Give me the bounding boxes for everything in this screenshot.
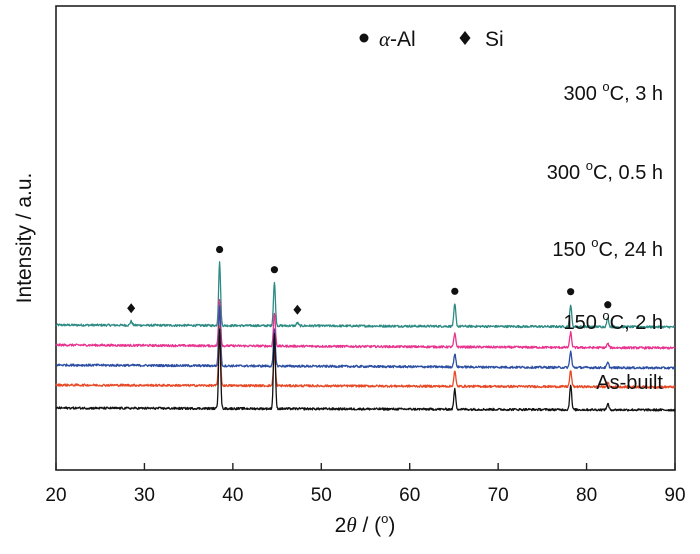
alpha-al-peak-marker [604, 301, 612, 309]
series-layer [55, 261, 676, 412]
x-tick-label: 30 [134, 485, 155, 506]
x-tick-label: 20 [45, 485, 66, 506]
series-line-4 [55, 328, 676, 412]
series-line-0 [55, 261, 676, 329]
series-line-2 [55, 305, 676, 370]
y-axis-title: Intensity / a.u. [13, 173, 36, 304]
x-axis-title: 2θ / (o) [335, 511, 396, 537]
x-tick-label: 60 [399, 485, 420, 506]
x-tick-label: 90 [664, 485, 685, 506]
legend-diamond-marker [459, 31, 471, 45]
legend-si-label: Si [485, 28, 504, 51]
series-label-150c-24h: 150 oC, 24 h [552, 235, 663, 261]
alpha-al-peak-marker [270, 266, 279, 274]
series-line-1 [55, 298, 676, 350]
x-tick-label: 70 [488, 485, 509, 506]
x-tick-label: 50 [311, 485, 332, 506]
legend-circle-marker [359, 33, 369, 43]
x-tick-label: 80 [576, 485, 597, 506]
alpha-al-peak-marker [567, 288, 575, 296]
x-tick-label: 40 [222, 485, 243, 506]
series-label-as-built: As-built [596, 372, 663, 394]
si-peak-marker [293, 304, 302, 315]
legend-alpha-al-label: α-Al [379, 27, 416, 51]
series-label-300c-05h: 300 oC, 0.5 h [547, 158, 663, 184]
series-line-3 [55, 325, 676, 389]
peak-markers [127, 245, 612, 315]
series-label-300c-3h: 300 oC, 3 h [563, 79, 663, 105]
series-label-150c-2h: 150 oC, 2 h [563, 308, 663, 334]
si-peak-marker [127, 303, 136, 314]
alpha-al-peak-marker [451, 287, 459, 295]
x-axis-ticks: 20 30 40 50 60 70 80 90 [45, 463, 686, 506]
legend: α-Al Si [359, 27, 504, 51]
alpha-al-peak-marker [215, 245, 224, 254]
plot-frame [55, 5, 676, 471]
